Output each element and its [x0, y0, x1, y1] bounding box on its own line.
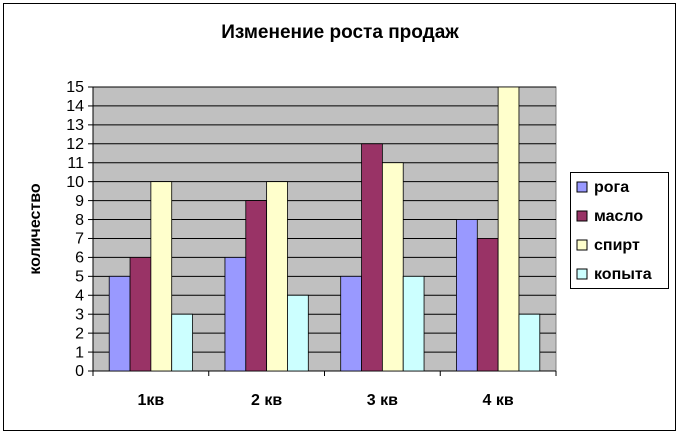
legend-swatch: [576, 210, 588, 222]
bar: [361, 143, 383, 372]
y-axis-label: количество: [27, 183, 44, 275]
y-tick-label: 3: [75, 306, 84, 323]
y-tick-label: 13: [66, 117, 84, 134]
bar: [171, 313, 193, 372]
y-tick-label: 11: [67, 155, 84, 172]
bar: [476, 238, 499, 372]
bar: [456, 219, 478, 372]
y-tick-label: 10: [66, 174, 84, 191]
bar: [224, 256, 247, 372]
y-tick-label: 6: [75, 250, 84, 267]
chart-title: Изменение роста продаж: [221, 22, 459, 43]
x-tick-label: 4 кв: [483, 392, 514, 409]
legend-label: спирт: [594, 237, 640, 254]
y-tick-label: 7: [75, 231, 84, 248]
bar: [340, 275, 362, 372]
y-tick-label: 2: [75, 325, 84, 342]
legend-label: копыта: [594, 266, 652, 283]
bar: [129, 256, 152, 372]
y-tick-label: 4: [75, 287, 84, 304]
y-tick-label: 9: [75, 193, 84, 210]
y-tick-label: 12: [66, 136, 84, 153]
bar: [245, 200, 268, 372]
bar: [150, 181, 173, 372]
bar: [381, 162, 404, 372]
bar: [402, 275, 425, 372]
x-tick-label: 2 кв: [251, 392, 282, 409]
bar: [518, 313, 541, 372]
bar: [497, 86, 520, 372]
y-tick-label: 8: [75, 212, 84, 229]
bar: [108, 275, 131, 372]
legend-swatch: [576, 239, 588, 251]
y-tick-label: 14: [66, 98, 84, 115]
y-tick-label: 0: [75, 363, 84, 380]
legend-label: рога: [594, 179, 629, 196]
x-tick-label: 1кв: [138, 392, 165, 409]
legend-swatch: [576, 181, 588, 193]
y-tick-label: 15: [66, 79, 84, 96]
x-tick-label: 3 кв: [367, 392, 398, 409]
y-tick-label: 5: [75, 269, 84, 286]
bar: [266, 181, 288, 372]
legend-swatch: [576, 268, 588, 280]
bar: [287, 294, 309, 372]
legend-label: масло: [594, 208, 643, 225]
y-tick-label: 1: [75, 344, 84, 361]
